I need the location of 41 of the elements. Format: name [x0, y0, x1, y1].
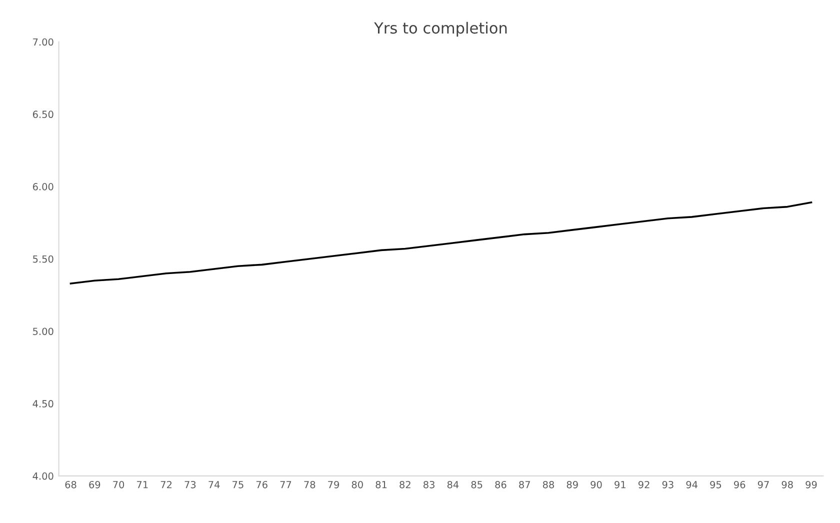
x-tick-label: 80 [352, 480, 363, 488]
x-tick-label: 92 [638, 480, 650, 488]
x-tick-label: 68 [65, 480, 76, 488]
x-tick-label: 69 [89, 480, 100, 488]
x-tick-label: 85 [471, 480, 482, 488]
x-tick-label: 97 [758, 480, 769, 488]
x-tick-label: 78 [304, 480, 316, 488]
x-tick-label: 90 [590, 480, 602, 488]
x-tick-label: 75 [232, 481, 244, 488]
x-tick-label: 84 [447, 480, 459, 488]
x-tick-label: 73 [184, 480, 196, 488]
y-tick-label: 5.50 [33, 255, 54, 263]
y-tick-label: 4.00 [32, 472, 54, 480]
x-tick-label: 99 [806, 480, 817, 488]
y-tick-label: 6.50 [32, 110, 54, 118]
x-tick-label: 94 [686, 480, 698, 488]
x-tick-label: 71 [137, 481, 148, 488]
x-tick-label: 89 [566, 480, 578, 488]
x-tick-label: 87 [519, 480, 530, 488]
y-tick-label: 4.50 [32, 400, 54, 408]
chart-title: Yrs to completion [374, 22, 507, 37]
x-tick-label: 77 [280, 481, 292, 488]
x-tick-label: 74 [208, 481, 220, 488]
x-tick-label: 88 [542, 480, 554, 488]
line-series [70, 202, 812, 284]
x-tick-label: 98 [782, 480, 793, 488]
x-tick-label: 86 [495, 480, 506, 488]
x-tick-label: 79 [328, 480, 340, 488]
y-tick-label: 7.00 [33, 38, 54, 46]
x-tick-label: 81 [376, 480, 387, 488]
x-tick-label: 72 [160, 480, 172, 488]
x-tick-label: 93 [662, 480, 674, 488]
x-tick-label: 82 [400, 480, 410, 488]
x-tick-label: 70 [113, 480, 124, 488]
y-tick-label: 5.00 [33, 328, 54, 336]
x-tick-label: 96 [734, 480, 746, 488]
x-tick-label: 95 [710, 480, 722, 488]
x-tick-label: 76 [256, 480, 268, 488]
y-tick-label: 6.00 [32, 183, 54, 190]
x-tick-label: 83 [424, 480, 434, 488]
x-tick-label: 91 [614, 480, 626, 488]
